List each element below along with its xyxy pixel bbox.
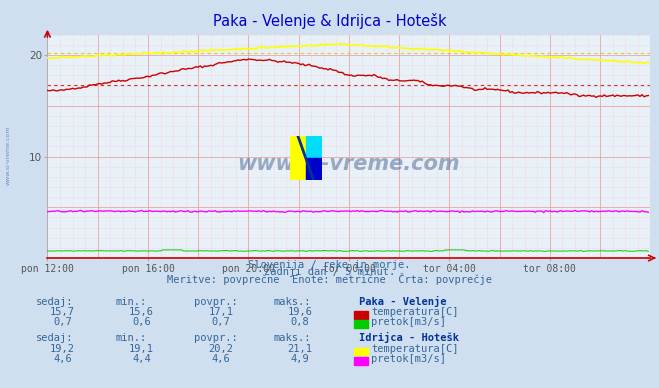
Text: maks.:: maks.: (273, 333, 311, 343)
Text: 4,6: 4,6 (53, 353, 72, 364)
Text: www.si-vreme.com: www.si-vreme.com (5, 125, 11, 185)
Text: sedaj:: sedaj: (36, 296, 74, 307)
Text: min.:: min.: (115, 296, 146, 307)
Text: 15,6: 15,6 (129, 307, 154, 317)
Text: 4,9: 4,9 (291, 353, 309, 364)
Text: 15,7: 15,7 (50, 307, 75, 317)
Bar (290, 136, 306, 180)
Text: 19,6: 19,6 (287, 307, 312, 317)
Text: 4,4: 4,4 (132, 353, 151, 364)
Text: 0,6: 0,6 (132, 317, 151, 327)
Text: 19,2: 19,2 (50, 344, 75, 354)
Text: maks.:: maks.: (273, 296, 311, 307)
Text: pretok[m3/s]: pretok[m3/s] (371, 353, 446, 364)
Text: 20,2: 20,2 (208, 344, 233, 354)
Text: temperatura[C]: temperatura[C] (371, 344, 459, 354)
Text: 17,1: 17,1 (208, 307, 233, 317)
Text: Slovenija / reke in morje.: Slovenija / reke in morje. (248, 260, 411, 270)
Text: Paka - Velenje & Idrijca - Hotešk: Paka - Velenje & Idrijca - Hotešk (213, 13, 446, 29)
Text: Paka - Velenje: Paka - Velenje (359, 296, 447, 307)
Text: temperatura[C]: temperatura[C] (371, 307, 459, 317)
Text: sedaj:: sedaj: (36, 333, 74, 343)
Text: povpr.:: povpr.: (194, 296, 238, 307)
Text: pretok[m3/s]: pretok[m3/s] (371, 317, 446, 327)
Text: 21,1: 21,1 (287, 344, 312, 354)
Text: Meritve: povprečne  Enote: metrične  Črta: povprečje: Meritve: povprečne Enote: metrične Črta:… (167, 273, 492, 285)
Text: 0,7: 0,7 (212, 317, 230, 327)
Bar (306, 158, 322, 180)
Text: min.:: min.: (115, 333, 146, 343)
Text: zadnji dan / 5 minut.: zadnji dan / 5 minut. (264, 267, 395, 277)
Bar (306, 136, 322, 158)
Text: 19,1: 19,1 (129, 344, 154, 354)
Text: 4,6: 4,6 (212, 353, 230, 364)
Text: Idrijca - Hotešk: Idrijca - Hotešk (359, 333, 459, 343)
Text: 0,8: 0,8 (291, 317, 309, 327)
Text: www.si-vreme.com: www.si-vreme.com (238, 154, 460, 174)
Text: povpr.:: povpr.: (194, 333, 238, 343)
Text: 0,7: 0,7 (53, 317, 72, 327)
